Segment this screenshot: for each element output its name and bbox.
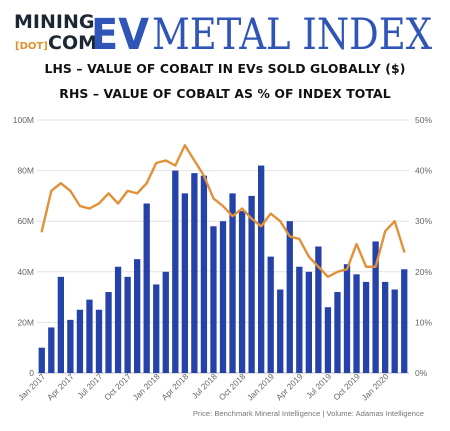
bar [143,203,150,373]
bar [105,292,112,373]
x-tick-label: Oct 2019 [331,371,362,402]
bar [258,165,265,373]
logo-word-mining: MINING [14,11,94,33]
source-note: Price: Benchmark Mineral Intelligence | … [192,409,424,418]
y-right-tick-label: 50% [415,115,432,125]
bar [181,193,188,373]
y-left-tick-label: 60M [17,216,34,226]
mining-dot-com-ev-metal-index-logo: MINING [DOT] COM EV METAL INDEX [14,10,432,54]
bar [343,264,351,373]
y-right-tick-label: 10% [415,317,432,327]
y-left-tick-label: 100M [13,115,34,125]
y-right-tick-label: 30% [415,216,432,226]
bar [401,269,408,373]
bar [162,271,169,373]
y-left-tick-label: 40M [17,267,34,277]
x-tick-label: Jan 2018 [130,371,161,402]
bar [296,266,303,373]
bar [172,170,179,373]
x-tick-label: Jul 2017 [75,371,105,401]
bar [372,241,379,373]
subtitle-lhs: LHS – VALUE OF COBALT IN EVs SOLD GLOBAL… [44,61,406,76]
logo-word-dot: [DOT] [15,41,48,52]
bar [286,221,293,373]
logo-word-metal-index: METAL INDEX [152,10,432,54]
x-tick-label: Jul 2018 [190,371,220,401]
x-tick-label: Apr 2018 [159,371,190,402]
y-left-tick-label: 20M [17,317,34,327]
bar [57,276,64,373]
bar [134,259,141,373]
y-right-tick-label: 20% [415,267,432,277]
bar [210,226,217,373]
bar [200,175,208,373]
bar [315,246,322,373]
y-axis-left: 0 20M 40M 60M 80M 100M [13,115,35,378]
x-tick-label: Oct 2017 [102,371,133,402]
bar [277,289,284,373]
x-tick-label: Jan 2019 [245,371,276,402]
line-series [40,144,406,279]
bar [267,256,274,373]
bar [191,173,198,373]
x-tick-label: Apr 2019 [274,371,305,402]
bar [248,195,255,373]
x-tick-label: Oct 2018 [217,371,248,402]
bar [324,307,332,373]
bar [153,284,160,373]
bar [238,211,246,373]
y-right-tick-label: 0% [415,368,428,378]
cobalt-ev-chart: 0 20M 40M 60M 80M 100M 0% 10% 20% 30% 40% 50% Jan … [13,115,433,403]
bar [124,276,131,373]
y-left-tick-label: 0 [29,368,34,378]
bar [353,274,360,373]
bar [229,193,236,373]
bar [67,319,74,373]
x-tick-label: Jul 2019 [304,371,334,401]
line-series-path [40,144,406,279]
bar [48,327,55,373]
bar [86,299,93,373]
y-left-tick-label: 80M [17,166,34,176]
bar [391,289,398,373]
bar [114,266,122,373]
bar-series [38,165,408,373]
y-right-tick-label: 40% [415,166,432,176]
logo-word-ev: EV [91,10,150,54]
subtitle-rhs: RHS – VALUE OF COBALT AS % OF INDEX TOTA… [59,86,391,101]
logo-word-com: COM [48,32,97,54]
bar [95,309,103,373]
bar [334,292,341,373]
bar [305,271,312,373]
bar [382,281,389,373]
bar [38,347,45,373]
bar [362,281,370,373]
x-tick-label: Apr 2017 [45,371,76,402]
bar [76,309,84,373]
bar [219,221,227,373]
x-tick-label: Jan 2020 [359,371,390,402]
y-axis-right: 0% 10% 20% 30% 40% 50% [415,115,432,378]
